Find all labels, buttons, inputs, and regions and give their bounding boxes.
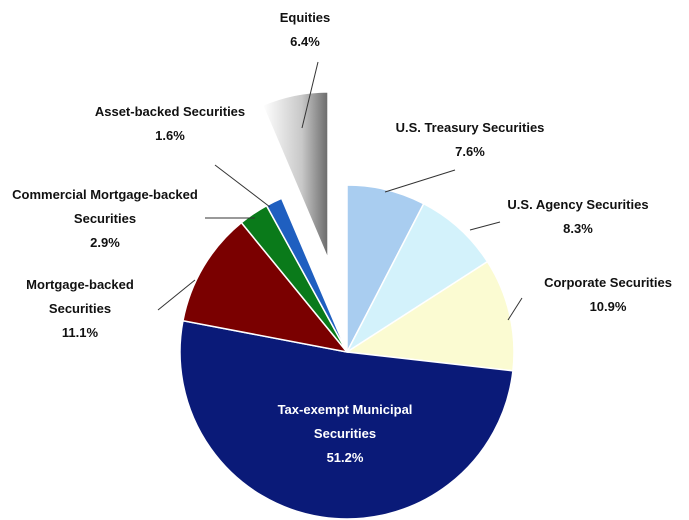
pie-slice <box>344 260 515 372</box>
pie-slice <box>345 202 489 355</box>
value-label: 7.6% <box>455 144 485 159</box>
category-label: Corporate Securities <box>544 275 672 290</box>
value-label: 11.1% <box>61 325 99 340</box>
slice-label: U.S. Agency Securities 8.3% <box>498 193 658 241</box>
category-label: U.S. Agency Securities <box>507 197 649 212</box>
leader-line <box>214 164 271 208</box>
leader-line <box>301 61 319 129</box>
pie-slice <box>265 197 348 353</box>
leader-lines <box>157 61 523 321</box>
leader-line <box>157 279 196 311</box>
leader-line <box>507 297 523 321</box>
category-label: Mortgage-backed Securities <box>26 277 134 316</box>
category-label: Tax-exempt Municipal Securities <box>277 402 413 441</box>
category-label: Commercial Mortgage-backed Securities <box>12 187 198 226</box>
pie-slice <box>179 319 514 520</box>
slice-label: Commercial Mortgage-backed Securities 2.9… <box>10 183 200 255</box>
category-label: Equities <box>279 10 331 25</box>
leader-line <box>384 169 456 193</box>
value-label: 1.6% <box>155 128 185 143</box>
slice-label: Tax-exempt Municipal Securities 51.2% <box>275 398 415 470</box>
pie-slice <box>182 221 349 354</box>
value-label: 6.4% <box>290 34 320 49</box>
value-label: 51.2% <box>326 450 364 465</box>
slice-label: Asset-backed Securities 1.6% <box>90 100 250 148</box>
pie-slice <box>261 91 329 260</box>
category-label: U.S. Treasury Securities <box>395 120 545 135</box>
category-label: Asset-backed Securities <box>94 104 246 119</box>
value-label: 2.9% <box>90 235 120 250</box>
slice-label: Equities 6.4% <box>225 6 385 54</box>
slice-label: U.S. Treasury Securities 7.6% <box>390 116 550 164</box>
value-label: 10.9% <box>589 299 627 314</box>
slice-label: Mortgage-backed Securities 11.1% <box>0 273 160 345</box>
value-label: 8.3% <box>563 221 593 236</box>
leader-line <box>469 221 501 231</box>
slice-label: Corporate Securities 10.9% <box>528 271 688 319</box>
